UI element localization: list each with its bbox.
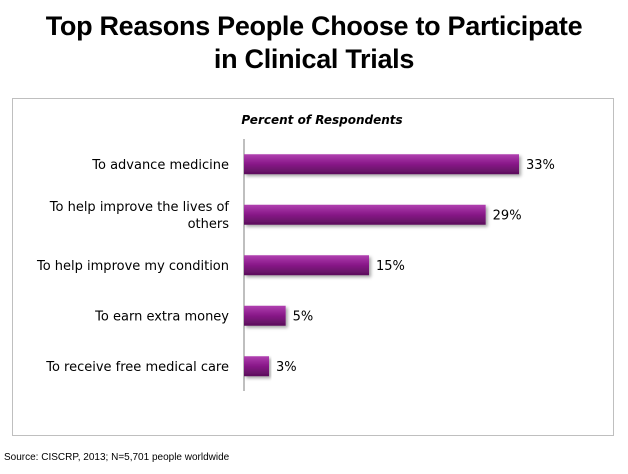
data-label-2: 15% (376, 259, 405, 274)
bar-0 (244, 154, 519, 175)
data-label-4: 3% (276, 360, 297, 375)
chart-subtitle: Percent of Respondents (241, 113, 402, 127)
chart-title-line-2: in Clinical Trials (213, 44, 415, 74)
chart-frame: Percent of Respondents 33% To advance med… (12, 98, 614, 436)
data-label-1: 29% (493, 208, 522, 223)
bar-chart: Percent of Respondents 33% To advance med… (36, 113, 555, 391)
category-label-4: To receive free medical care (45, 360, 229, 375)
chart-title: Top Reasons People Choose to Participate… (0, 10, 628, 76)
bar-1 (244, 204, 486, 225)
source-note: Source: CISCRP, 2013; N=5,701 people wor… (4, 452, 230, 463)
data-label-0: 33% (526, 158, 555, 173)
category-label-1-line-1: others (188, 217, 230, 232)
bar-3 (244, 305, 286, 326)
category-label-1-line-0: To help improve the lives of (49, 200, 230, 215)
bar-2 (244, 255, 369, 276)
category-label-0: To advance medicine (91, 158, 229, 173)
data-label-3: 5% (293, 309, 314, 324)
category-label-2: To help improve my condition (36, 259, 229, 274)
chart-title-line-1: Top Reasons People Choose to Participate (45, 11, 583, 41)
bar-4 (244, 356, 269, 377)
category-label-3: To earn extra money (94, 309, 229, 324)
